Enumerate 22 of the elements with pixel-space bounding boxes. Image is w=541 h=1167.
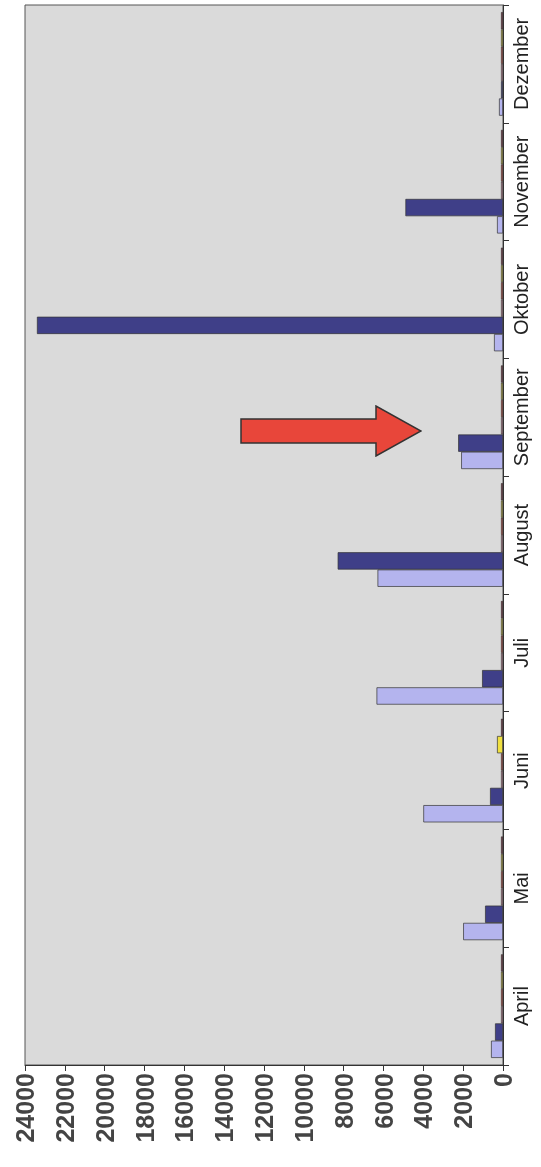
x-tick-label: 4000 xyxy=(409,1073,438,1129)
x-tick-label: 20000 xyxy=(90,1073,119,1143)
y-tick-label: Mai xyxy=(510,872,532,905)
y-tick-label: April xyxy=(510,986,532,1027)
x-tick-label: 0 xyxy=(489,1073,517,1087)
x-tick-label: 22000 xyxy=(50,1073,79,1143)
y-tick-label: Juli xyxy=(510,637,532,668)
x-tick-label: 24000 xyxy=(11,1073,39,1143)
x-tick-label: 18000 xyxy=(130,1073,159,1143)
y-tick-label: Oktober xyxy=(510,263,532,336)
y-tick-label: Dezember xyxy=(510,17,532,111)
x-tick-label: 16000 xyxy=(170,1073,199,1143)
y-tick-label: August xyxy=(510,503,532,567)
x-tick-label: 8000 xyxy=(329,1073,358,1129)
x-tick-label: 10000 xyxy=(289,1073,318,1143)
y-tick-label: September xyxy=(510,367,532,467)
x-tick-label: 2000 xyxy=(449,1073,478,1129)
x-tick-label: 14000 xyxy=(210,1073,239,1143)
x-tick-label: 6000 xyxy=(369,1073,398,1129)
y-tick-label: Juni xyxy=(510,752,532,789)
x-tick-label: 12000 xyxy=(250,1073,278,1143)
y-tick-label: November xyxy=(510,135,532,228)
